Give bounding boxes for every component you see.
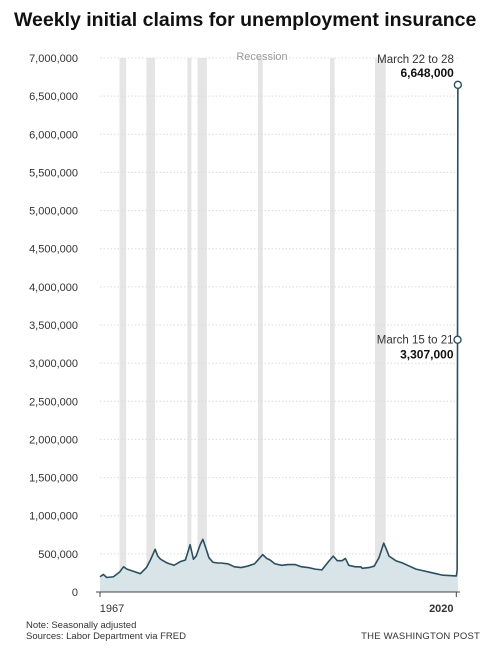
annotation-date-label: March 15 to 21: [377, 335, 454, 347]
recession-band: [187, 58, 192, 592]
chart-title: Weekly initial claims for unemployment i…: [14, 9, 477, 31]
y-tick-label: 6,500,000: [29, 91, 78, 103]
recession-band: [257, 58, 263, 592]
y-axis-ticks: 0 500,000 1,000,000 1,500,000 2,000,000 2,500…: [29, 53, 78, 599]
y-tick-label: 1,500,000: [29, 473, 78, 485]
annotation-value-label: 6,648,000: [400, 66, 454, 80]
recession-label: Recession: [236, 51, 287, 63]
annotation-value-label: 3,307,000: [400, 348, 454, 362]
gridlines: [100, 57, 458, 555]
y-tick-label: 4,500,000: [29, 244, 78, 256]
series-line: [99, 84, 459, 579]
y-tick-label: 2,500,000: [29, 396, 78, 408]
x-tick-label: 2020: [429, 603, 453, 615]
series-layer: [99, 84, 459, 592]
x-tick-label: 1967: [100, 603, 124, 615]
x-axis: 1967 2020: [96, 591, 460, 615]
annotations: March 15 to 213,307,000 March 22 to 286,6…: [377, 54, 463, 362]
y-tick-label: 2,000,000: [29, 434, 78, 446]
y-tick-label: 5,000,000: [29, 206, 78, 218]
recession-band: [119, 58, 127, 592]
footnote-note: Note: Seasonally adjusted: [26, 620, 137, 631]
y-tick-label: 1,000,000: [29, 511, 78, 523]
annotation-point: [453, 335, 462, 344]
annotation-point: [453, 80, 463, 90]
y-tick-label: 7,000,000: [29, 53, 78, 65]
y-tick-label: 3,500,000: [29, 320, 78, 332]
y-tick-label: 4,000,000: [29, 282, 78, 294]
footnote-sources: Sources: Labor Department via FRED: [26, 631, 186, 642]
y-tick-label: 6,000,000: [29, 129, 78, 141]
y-tick-label: 500,000: [38, 549, 78, 561]
y-tick-label: 5,500,000: [29, 167, 78, 179]
y-tick-label: 3,000,000: [29, 358, 78, 370]
publisher-credit: THE WASHINGTON POST: [361, 631, 480, 642]
recession-band: [146, 58, 156, 592]
annotation-date-label: March 22 to 28: [377, 54, 454, 66]
y-tick-label: 0: [72, 587, 78, 599]
